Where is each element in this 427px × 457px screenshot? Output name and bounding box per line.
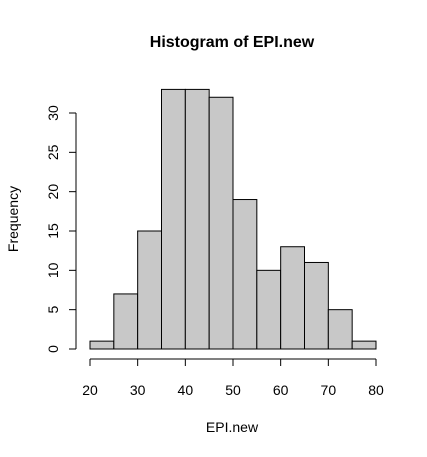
histogram-bar [327,309,353,350]
x-axis-label: EPI.new [206,419,259,435]
histogram-bar [161,88,186,350]
histogram-bar [232,199,258,350]
y-tick-label: 0 [45,345,61,353]
y-axis-label: Frequency [5,186,21,252]
y-tick-label: 10 [45,262,61,278]
y-tick-label: 20 [45,184,61,200]
x-tick-label: 60 [273,382,289,398]
y-tick-label: 25 [45,144,61,160]
histogram-bar [137,230,163,350]
chart-title: Histogram of EPI.new [150,34,315,51]
histogram-bar [184,88,210,350]
histogram-bar [304,261,329,350]
histogram-bar [280,246,305,350]
y-tick-label: 5 [45,306,61,314]
x-tick-label: 40 [178,382,194,398]
y-tick-label: 30 [45,105,61,121]
histogram-bar [351,340,377,350]
histogram-bar [256,269,282,350]
x-axis: 20 30 40 50 60 70 80 [82,358,384,398]
bars-group [89,88,377,350]
x-tick-label: 70 [321,382,337,398]
y-axis: 0 5 10 15 20 25 30 [45,105,77,353]
x-tick-label: 50 [225,382,241,398]
histogram-bar [113,293,139,350]
x-tick-label: 80 [368,382,384,398]
histogram-bar [89,340,115,350]
x-tick-label: 20 [82,382,98,398]
y-tick-label: 15 [45,223,61,239]
x-tick-label: 30 [130,382,146,398]
histogram-bar [208,96,234,350]
